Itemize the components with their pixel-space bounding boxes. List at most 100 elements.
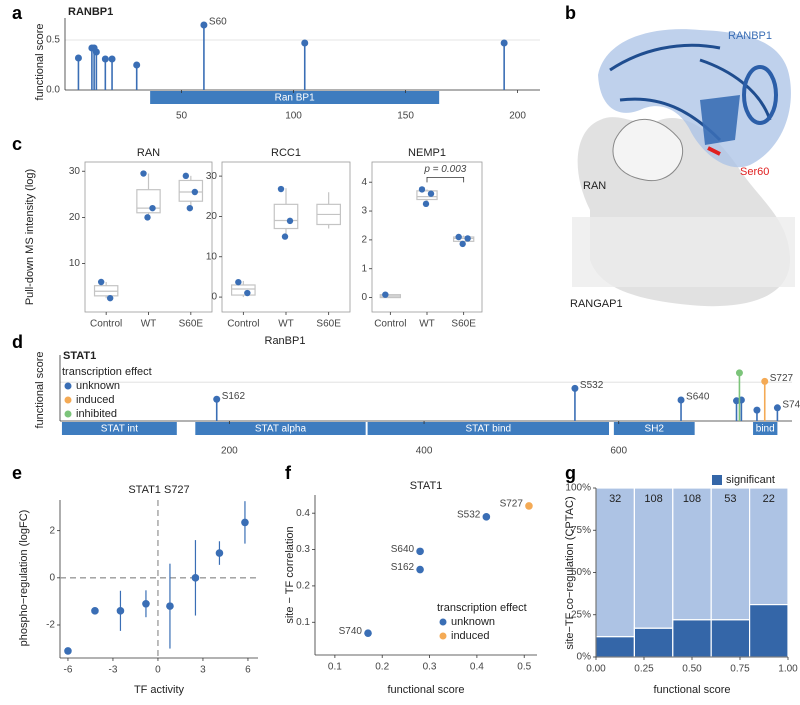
data-point [418, 186, 426, 193]
y-tick-label: 0.5 [46, 35, 60, 46]
data-point [106, 294, 114, 302]
panel-letter: c [12, 134, 22, 154]
bar-remainder [595, 487, 636, 638]
bar [633, 627, 674, 658]
domain [753, 422, 778, 435]
chart-title: RANBP1 [68, 6, 113, 18]
ranbp1-surface [598, 29, 791, 168]
data-point [241, 518, 249, 527]
data-point [427, 190, 435, 197]
lollipop-head [213, 395, 221, 403]
facet-title: NEMP1 [408, 147, 446, 159]
x-tick-label: 3 [200, 665, 206, 676]
panel-letter: a [12, 3, 23, 23]
domain [195, 422, 366, 435]
y-tick-label: 10 [69, 258, 81, 269]
y-tick-label: 20 [206, 211, 218, 222]
x-tick-label: WT [141, 319, 157, 330]
data-point [191, 188, 199, 196]
domain-label: SH2 [645, 424, 665, 435]
count-label: 108 [683, 493, 701, 505]
point-label: S640 [391, 544, 415, 555]
domain [150, 91, 440, 104]
x-tick-label: Control [90, 319, 122, 330]
legend-label: inhibited [76, 408, 117, 420]
legend-title: transcription effect [62, 366, 152, 378]
box [231, 284, 256, 296]
data-point [144, 214, 151, 221]
lollipop-head [92, 48, 100, 56]
data-point [166, 602, 174, 610]
data-point [416, 565, 424, 574]
y-axis-label: Pull-down MS intensity (log) [24, 169, 36, 305]
x-axis-label: functional score [653, 684, 730, 696]
structure-label: RANGAP1 [570, 298, 623, 310]
count-label: 108 [644, 493, 662, 505]
x-tick-label: 150 [397, 111, 414, 122]
legend-marker [64, 382, 72, 390]
point-label: S740 [339, 626, 363, 637]
y-tick-label: 4 [361, 177, 367, 188]
structure-label: RAN [583, 180, 606, 192]
domain-label: STAT int [101, 424, 138, 435]
lollipop-head [301, 39, 309, 47]
y-tick-label: 0 [211, 292, 217, 303]
chart-title: STAT1 S727 [128, 484, 189, 496]
lollipop-head [200, 21, 208, 29]
y-tick-label: 100% [565, 483, 591, 494]
p-value: p = 0.003 [423, 164, 466, 175]
y-axis-label: site − TF correlation [284, 526, 296, 623]
legend-label: induced [76, 394, 115, 406]
x-tick-label: 0.75 [730, 664, 750, 675]
data-point [459, 240, 466, 248]
x-tick-label: 0 [155, 665, 161, 676]
legend-marker [439, 632, 447, 640]
x-tick-label: 100 [285, 111, 302, 122]
y-axis-label: functional score [34, 23, 46, 100]
lollipop-head [74, 54, 82, 62]
x-tick-label: 0.50 [682, 664, 702, 675]
domain-label: bind [756, 424, 775, 435]
chart-title: STAT1 [63, 350, 96, 362]
data-point [116, 607, 125, 615]
domain-label: STAT bind [466, 424, 512, 435]
legend-marker [64, 410, 72, 418]
legend-label: unknown [76, 380, 120, 392]
y-axis-label: phospho−regulation (logFC) [18, 510, 30, 647]
data-point [91, 607, 99, 615]
rangap1-surface [572, 217, 795, 287]
ran-cartoon [612, 118, 683, 182]
panel-letter: d [12, 332, 23, 352]
data-point [482, 513, 491, 521]
box [273, 203, 299, 230]
data-point [364, 629, 372, 637]
x-tick-label: 0.4 [470, 662, 484, 673]
x-tick-label: -6 [63, 665, 72, 676]
x-tick-label: 600 [610, 446, 627, 457]
legend-marker [64, 396, 72, 404]
domain [613, 422, 695, 435]
x-axis-label: TF activity [134, 684, 185, 696]
legend-marker [712, 475, 722, 485]
bar [710, 619, 751, 658]
legend-label: induced [451, 630, 490, 642]
structure-label: RANBP1 [728, 30, 772, 42]
y-tick-label: -2 [46, 620, 55, 631]
box [136, 189, 161, 214]
lollipop-head [133, 61, 141, 69]
x-tick-label: 0.5 [517, 662, 531, 673]
bar-remainder [710, 487, 751, 621]
lollipop-head [101, 55, 109, 63]
y-tick-label: 2 [49, 525, 55, 536]
y-tick-label: 0.1 [296, 617, 310, 628]
x-tick-label: WT [419, 319, 435, 330]
domain [367, 422, 609, 435]
lollipop-head [753, 406, 761, 414]
bar [595, 636, 636, 658]
y-tick-label: 0.3 [296, 544, 310, 555]
x-tick-label: 6 [245, 665, 251, 676]
x-tick-label: 50 [176, 111, 188, 122]
x-tick-label: 0.25 [634, 664, 654, 675]
data-point [464, 235, 471, 242]
